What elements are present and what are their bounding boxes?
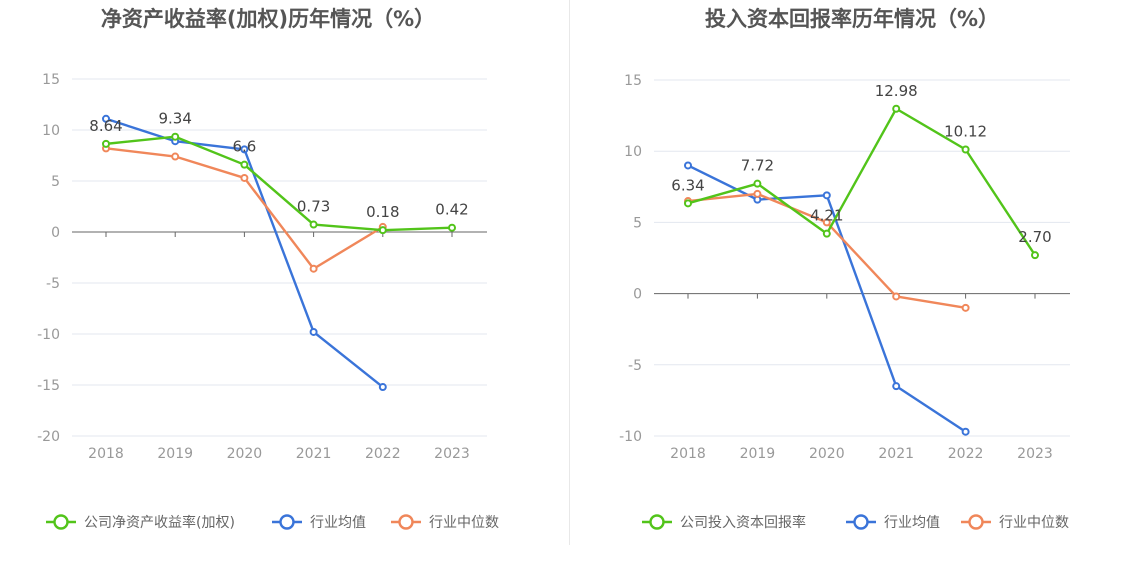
roe-legend-label-company: 公司净资产收益率(加权) <box>84 514 235 531</box>
roic-legend-label-median: 行业中位数 <box>999 515 1069 531</box>
roe-point-median <box>171 152 180 161</box>
roic-y-tick-label: -10 <box>619 429 642 445</box>
roic-point-company <box>1031 251 1039 260</box>
roic-data-label: 2.70 <box>1018 228 1051 246</box>
roe-point-company <box>448 223 456 232</box>
roic-point-avg <box>961 427 970 436</box>
roic-point-company <box>822 229 831 238</box>
roic-x-tick-label: 2022 <box>948 446 984 462</box>
roic-point-median <box>961 303 970 312</box>
roic-data-label: 7.72 <box>741 157 774 175</box>
roe-legend-marker-median <box>398 514 414 530</box>
roic-legend-label-company: 公司投入资本回报率 <box>680 514 806 531</box>
roic-legend-label-avg: 行业均值 <box>884 515 940 531</box>
roe-y-tick-label: -20 <box>37 429 60 445</box>
roe-legend-marker-company <box>53 514 69 530</box>
roic-data-label: 10.12 <box>944 122 987 140</box>
roe-point-avg <box>240 145 249 154</box>
roe-series-line-company <box>105 135 453 232</box>
roe-data-label: 6.6 <box>232 138 256 156</box>
roic-y-tick-label: 5 <box>633 215 642 231</box>
panel-divider <box>569 0 570 545</box>
roic-x-tick-label: 2018 <box>670 446 706 462</box>
roic-chart: 投入资本回报率历年情况（%） 15 10 5 0 -5 -10 2018 2019 2020 20… <box>619 7 1070 531</box>
roe-data-label: 9.34 <box>158 110 191 128</box>
roe-chart-title: 净资产收益率(加权)历年情况（%） <box>101 7 435 31</box>
roe-y-tick-label: -15 <box>37 378 60 394</box>
roic-x-tick-label: 2023 <box>1017 446 1053 462</box>
roe-legend-marker-avg <box>279 514 295 530</box>
roe-data-label: 0.18 <box>366 203 399 221</box>
roe-legend-label-avg: 行业均值 <box>310 515 366 531</box>
roic-point-company <box>753 179 762 188</box>
roe-x-tick-label: 2018 <box>88 446 124 462</box>
roe-legend-label-median: 行业中位数 <box>429 515 499 531</box>
roe-data-label: 0.42 <box>435 201 468 219</box>
roe-x-tick-label: 2019 <box>157 446 193 462</box>
roe-data-label: 8.64 <box>89 117 122 135</box>
roe-point-median <box>309 264 318 273</box>
roic-legend-marker-avg <box>853 514 869 530</box>
roe-x-tick-label: 2022 <box>365 446 401 462</box>
roic-y-tick-label: -5 <box>628 358 642 374</box>
roic-data-label: 12.98 <box>875 82 918 100</box>
roic-point-median <box>753 189 762 198</box>
roic-data-label: 6.34 <box>671 176 704 194</box>
roe-y-tick-label: 0 <box>51 225 60 241</box>
roe-y-tick-label: -5 <box>46 276 60 292</box>
roic-x-tick-label: 2019 <box>740 446 776 462</box>
roe-y-tick-label: 15 <box>42 72 60 88</box>
roic-x-tick-label: 2020 <box>809 446 845 462</box>
roic-y-tick-label: 15 <box>624 73 642 89</box>
roic-chart-title: 投入资本回报率历年情况（%） <box>705 7 999 31</box>
roe-y-tick-label: -10 <box>37 327 60 343</box>
roic-y-tick-label: 10 <box>624 144 642 160</box>
roic-series-line-company <box>687 107 1037 256</box>
roic-point-avg <box>822 191 831 200</box>
roic-legend-marker-company <box>649 514 665 530</box>
roe-y-tick-label: 5 <box>51 174 60 190</box>
roe-x-tick-label: 2023 <box>434 446 470 462</box>
roe-y-tick-label: 10 <box>42 123 60 139</box>
roic-point-avg <box>684 161 692 170</box>
roe-point-company <box>309 220 318 229</box>
roe-point-company <box>240 160 249 169</box>
roe-point-avg <box>378 383 387 392</box>
roe-x-tick-label: 2020 <box>227 446 263 462</box>
roe-point-median <box>240 173 249 182</box>
roe-point-avg <box>102 114 110 123</box>
roe-data-label: 0.73 <box>297 198 330 216</box>
roe-point-company <box>378 226 387 235</box>
roic-y-tick-label: 0 <box>633 287 642 303</box>
roic-legend-marker-median <box>968 514 984 530</box>
roe-point-company <box>171 132 180 141</box>
roic-point-company <box>961 145 970 154</box>
roe-x-tick-label: 2021 <box>296 446 332 462</box>
roe-point-avg <box>309 327 318 336</box>
roic-point-median <box>892 292 901 301</box>
roic-x-tick-label: 2021 <box>878 446 914 462</box>
roe-chart: 净资产收益率(加权)历年情况（%） 15 10 5 0 -5 -10 -15 -20 2018 2… <box>37 7 499 531</box>
roic-point-company <box>684 199 692 208</box>
roic-point-company <box>892 104 901 113</box>
roe-point-company <box>102 139 110 148</box>
roic-point-avg <box>892 382 901 391</box>
roic-point-median <box>822 218 831 227</box>
roic-data-label: 4.21 <box>810 207 843 225</box>
